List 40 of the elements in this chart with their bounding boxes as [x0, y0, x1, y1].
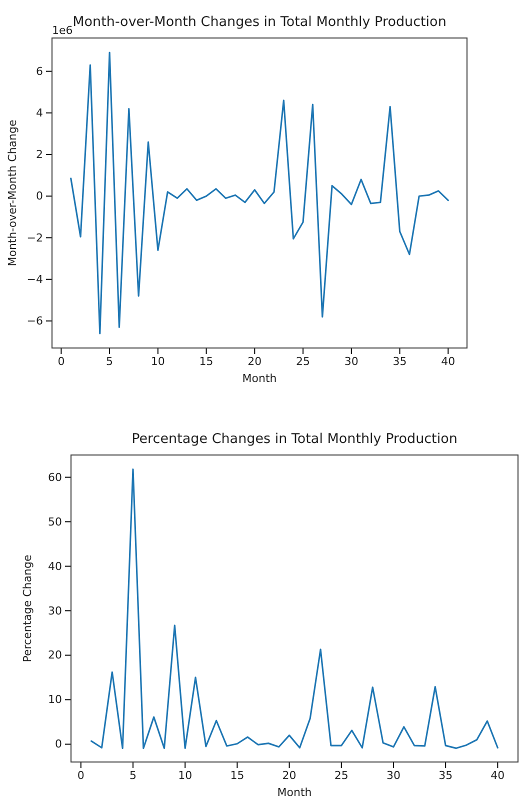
y-tick-label: 0 [55, 738, 62, 751]
y-axis-title: Month-over-Month Change [6, 120, 19, 266]
x-tick-label: 25 [334, 768, 348, 782]
y-tick-label: 30 [48, 604, 62, 618]
y-tick-label: −6 [26, 314, 43, 328]
y-tick-label: 60 [48, 470, 62, 484]
y-axis-title: Percentage Change [21, 554, 34, 662]
x-tick-label: 5 [129, 768, 136, 782]
chart-title: Month-over-Month Changes in Total Monthly Production [72, 14, 446, 30]
x-tick-label: 20 [248, 354, 262, 368]
x-tick-label: 5 [106, 354, 114, 368]
x-tick-label: 25 [296, 354, 310, 368]
chart-title: Percentage Changes in Total Monthly Production [132, 431, 458, 447]
y-tick-label: 40 [48, 560, 62, 573]
y-tick-label: −2 [26, 231, 43, 244]
x-tick-label: 30 [344, 354, 358, 368]
y-tick-label: 4 [36, 106, 43, 120]
text: 1e6 [52, 24, 73, 37]
x-tick-label: 0 [77, 768, 84, 782]
x-tick-label: 20 [282, 768, 296, 782]
x-tick-label: 40 [441, 354, 456, 368]
x-tick-label: 10 [150, 354, 165, 368]
x-tick-label: 35 [392, 354, 407, 368]
line-series [70, 52, 449, 334]
line-series [90, 468, 498, 750]
y-tick-label: 2 [36, 148, 43, 162]
x-tick-label: 15 [230, 768, 244, 782]
x-tick-label: 35 [438, 768, 453, 782]
y-tick-label: 0 [36, 190, 43, 203]
x-tick-label: 40 [490, 768, 505, 782]
x-tick-label: 10 [178, 768, 192, 782]
x-tick-label: 15 [199, 354, 214, 368]
y-tick-label: 50 [48, 515, 62, 528]
y-tick-label: 10 [48, 693, 62, 706]
y-tick-label: −4 [26, 272, 43, 286]
y-tick-label: 6 [36, 64, 43, 78]
x-tick-label: 30 [386, 768, 400, 782]
y-tick-label: 20 [48, 648, 62, 662]
x-axis-title: Month [277, 786, 312, 799]
x-axis-title: Month [242, 372, 277, 385]
